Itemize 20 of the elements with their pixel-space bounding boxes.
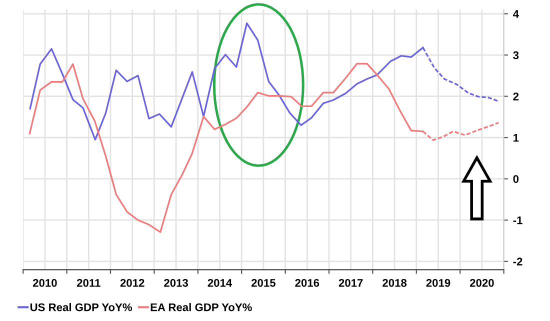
x-tick-label: 2013 bbox=[164, 278, 188, 287]
x-tick-label: 2012 bbox=[120, 278, 144, 287]
y-tick-label: -2 bbox=[513, 258, 522, 266]
x-tick-label: 2010 bbox=[32, 278, 57, 287]
y-tick-label: 4 bbox=[512, 10, 519, 18]
y-tick-label: 2 bbox=[513, 92, 519, 100]
x-tick-label: 2016 bbox=[295, 278, 320, 287]
x-tick-label: 2019 bbox=[426, 278, 450, 287]
y-tick-label: -1 bbox=[513, 216, 522, 224]
x-tick-label: 2020 bbox=[470, 278, 494, 287]
legend-label: EA Real GDP YoY% bbox=[150, 303, 252, 312]
x-tick-label: 2017 bbox=[338, 278, 363, 287]
x-tick-label: 2018 bbox=[382, 278, 407, 287]
y-tick-label: 3 bbox=[513, 51, 519, 60]
y-tick-label: 1 bbox=[514, 134, 519, 142]
x-tick-label: 2015 bbox=[251, 278, 276, 287]
x-tick-label: 2014 bbox=[208, 278, 232, 287]
y-tick-label: 0 bbox=[513, 175, 519, 183]
x-tick-label: 2011 bbox=[76, 278, 100, 287]
legend-label: US Real GDP YoY% bbox=[30, 303, 132, 312]
